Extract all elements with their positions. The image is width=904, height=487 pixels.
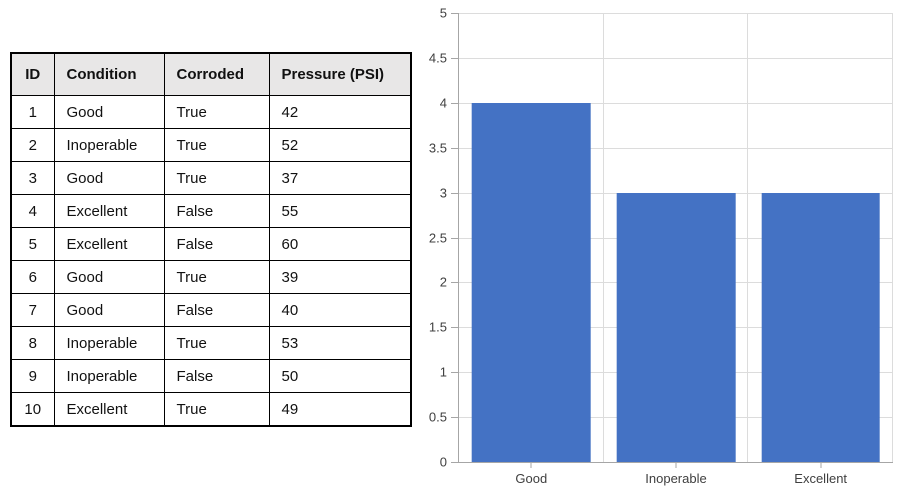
table-cell: 49 <box>268 392 412 427</box>
table-row: 5 Excellent False 60 <box>10 227 412 261</box>
y-axis-tick <box>451 237 458 239</box>
table-cell: Excellent <box>53 194 165 228</box>
table-header: ID Condition Corroded Pressure (PSI) <box>10 52 412 96</box>
table-cell: False <box>163 227 270 261</box>
x-gridline <box>747 13 749 462</box>
x-gridline <box>892 13 893 462</box>
bar-inoperable <box>616 192 736 462</box>
y-axis-tick-label: 5 <box>439 5 447 21</box>
table-cell: 52 <box>268 128 412 162</box>
y-gridline <box>459 147 893 149</box>
table-cell: 9 <box>10 359 55 393</box>
col-header-condition: Condition <box>53 52 165 96</box>
table-cell: True <box>163 161 270 195</box>
y-axis-tick-label: 3.5 <box>428 140 447 156</box>
table-cell: False <box>163 359 270 393</box>
table-cell: 2 <box>10 128 55 162</box>
table-cell: True <box>163 326 270 360</box>
table-row: 2 Inoperable True 52 <box>10 128 412 162</box>
table-cell: 60 <box>268 227 412 261</box>
y-axis-tick-label: 0 <box>439 454 447 470</box>
bar-chart-plot-area: 0 0.5 1 1.5 2 2.5 3 3.5 4 4.5 5 Good Inoperable Excel… <box>429 7 893 486</box>
y-axis-tick <box>451 282 458 284</box>
table-cell: 42 <box>268 95 412 129</box>
y-axis-tick-label: 3 <box>439 185 447 201</box>
col-header-pressure: Pressure (PSI) <box>268 52 412 96</box>
y-axis-tick-label: 4.5 <box>428 50 447 66</box>
table-cell: True <box>163 392 270 427</box>
y-axis-tick <box>451 147 458 149</box>
y-gridline <box>459 13 893 14</box>
table-cell: 37 <box>268 161 412 195</box>
x-axis-tick <box>530 462 532 468</box>
table-row: 7 Good False 40 <box>10 293 412 327</box>
y-axis-tick <box>451 13 458 14</box>
table-row: 8 Inoperable True 53 <box>10 326 412 360</box>
table-cell: 39 <box>268 260 412 294</box>
table-cell: 7 <box>10 293 55 327</box>
x-axis-category-label: Good <box>515 471 548 486</box>
table-cell: False <box>163 194 270 228</box>
y-axis-tick-label: 4 <box>439 95 447 111</box>
col-header-corroded: Corroded <box>163 52 270 96</box>
table-row: 4 Excellent False 55 <box>10 194 412 228</box>
table-cell: 3 <box>10 161 55 195</box>
table-cell: Excellent <box>53 227 165 261</box>
table-cell: 53 <box>268 326 412 360</box>
x-gridline <box>602 13 604 462</box>
x-axis-category-label: Inoperable <box>645 471 707 486</box>
table-cell: 50 <box>268 359 412 393</box>
table-row: 9 Inoperable False 50 <box>10 359 412 393</box>
x-axis-category-label: Excellent <box>794 471 848 486</box>
y-gridline <box>459 102 893 104</box>
y-axis-tick-label: 0.5 <box>428 409 447 425</box>
y-axis-tick-label: 2.5 <box>428 230 447 245</box>
y-axis-tick-label: 2 <box>439 274 447 290</box>
y-axis-tick <box>451 102 458 104</box>
y-gridline <box>459 57 893 59</box>
y-axis-tick <box>451 462 458 463</box>
bar-good <box>472 102 591 462</box>
col-header-id: ID <box>10 52 55 96</box>
table-cell: False <box>163 293 270 327</box>
y-axis-tick <box>451 57 458 59</box>
table-row: 6 Good True 39 <box>10 260 412 294</box>
y-axis-tick <box>451 417 458 419</box>
table-row: 1 Good True 42 <box>10 95 412 129</box>
bar-excellent <box>761 192 880 462</box>
x-axis-tick <box>820 462 822 468</box>
table-header-row: ID Condition Corroded Pressure (PSI) <box>10 52 412 96</box>
table-cell: Inoperable <box>53 128 165 162</box>
table-cell: Good <box>53 161 165 195</box>
table-cell: 8 <box>10 326 55 360</box>
table-row: 3 Good True 37 <box>10 161 412 195</box>
table-row: 10 Excellent True 49 <box>10 392 412 427</box>
table-cell: 55 <box>268 194 412 228</box>
y-axis-tick <box>451 192 458 194</box>
table-cell: Good <box>53 293 165 327</box>
table-body: 1 Good True 42 2 Inoperable True 52 3 Good True 37 4… <box>10 95 412 427</box>
y-axis-tick-label: 1.5 <box>428 319 447 335</box>
table-cell: Good <box>53 95 165 129</box>
table-cell: Inoperable <box>53 359 165 393</box>
table-cell: Good <box>53 260 165 294</box>
table-cell: Excellent <box>53 392 165 427</box>
table-cell: 4 <box>10 194 55 228</box>
table-cell: 5 <box>10 227 55 261</box>
y-axis-tick-label: 1 <box>439 364 447 380</box>
table-cell: True <box>163 260 270 294</box>
table-cell: 10 <box>10 392 55 427</box>
x-axis-tick <box>675 462 677 468</box>
y-axis-tick <box>451 327 458 329</box>
table-cell: True <box>163 95 270 129</box>
table-cell: True <box>163 128 270 162</box>
table-cell: 1 <box>10 95 55 129</box>
table-cell: 6 <box>10 260 55 294</box>
pipe-data-table: ID Condition Corroded Pressure (PSI) 1 Go… <box>10 52 412 427</box>
table-cell: 40 <box>268 293 412 327</box>
table-cell: Inoperable <box>53 326 165 360</box>
y-axis-tick <box>451 372 458 374</box>
